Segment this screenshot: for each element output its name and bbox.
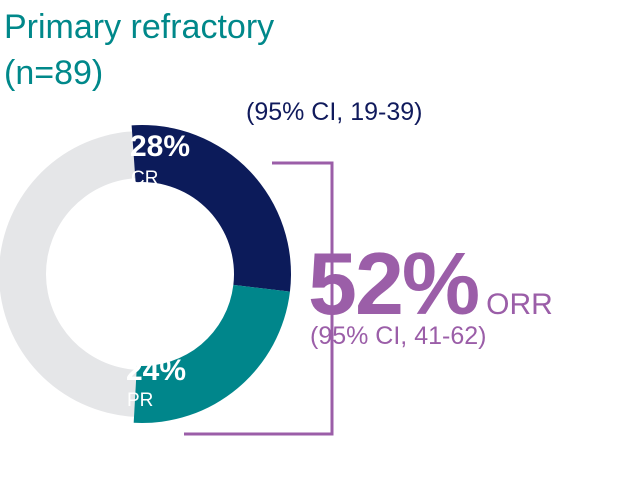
title-line-1: Primary refractory (4, 8, 275, 46)
chart-title: Primary refractory (n=89) (4, 4, 274, 96)
orr-value: 52% (308, 234, 480, 333)
title-line-2: (n=89) (4, 54, 104, 92)
cr-confidence-interval: (95% CI, 19-39) (246, 98, 423, 126)
orr-confidence-interval: (95% CI, 41-62) (310, 322, 487, 350)
donut-segment-pr (133, 284, 290, 423)
cr-value-label: 28% (130, 130, 190, 163)
pr-value-label: 24% (126, 354, 186, 387)
donut-segment-rest (0, 131, 137, 417)
orr-summary: 52% ORR (308, 238, 553, 330)
pr-name-label: PR (127, 390, 153, 411)
orr-label: ORR (486, 288, 553, 321)
donut-segment-cr (131, 124, 292, 292)
cr-name-label: CR (131, 168, 158, 189)
orr-bracket (184, 161, 334, 436)
